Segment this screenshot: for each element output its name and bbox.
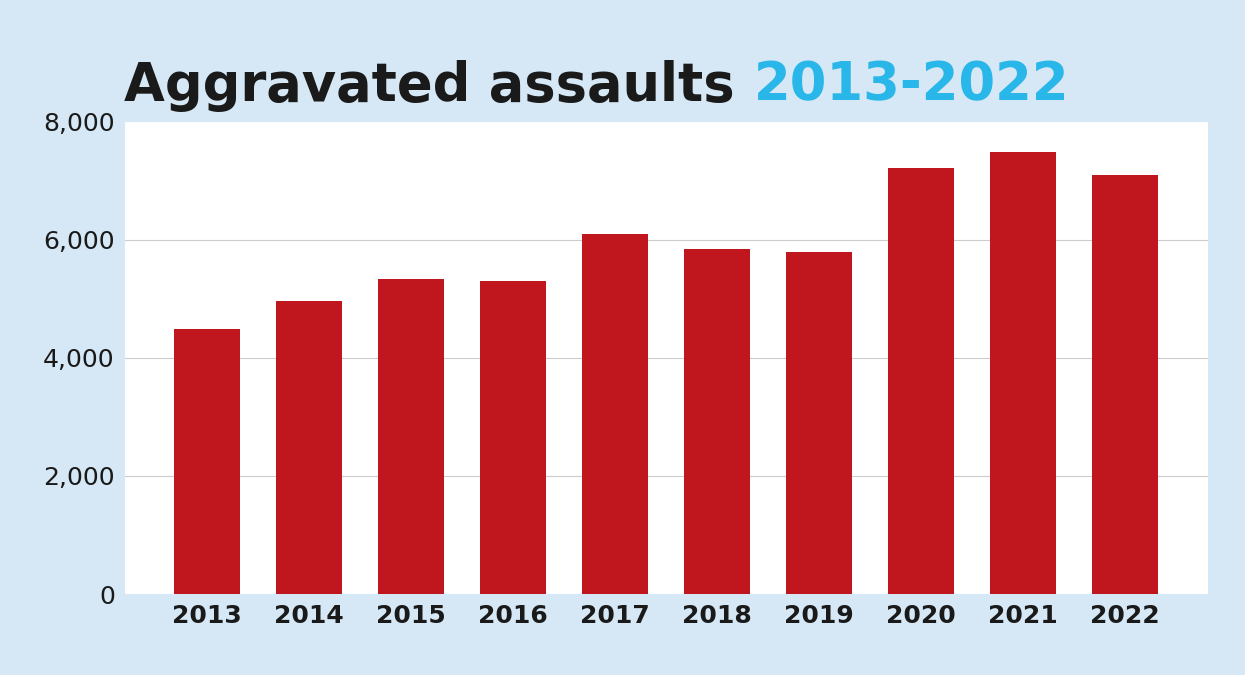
Bar bbox=[174, 329, 240, 594]
Text: Aggravated assaults: Aggravated assaults bbox=[124, 59, 753, 111]
Bar bbox=[581, 234, 649, 594]
Bar bbox=[888, 168, 955, 594]
Bar bbox=[1092, 175, 1158, 594]
Bar bbox=[377, 279, 444, 594]
Bar bbox=[990, 152, 1056, 594]
Bar bbox=[786, 252, 853, 594]
Bar bbox=[684, 249, 751, 594]
Bar bbox=[276, 301, 342, 594]
Text: 2013-2022: 2013-2022 bbox=[753, 59, 1069, 111]
Bar bbox=[479, 281, 547, 594]
